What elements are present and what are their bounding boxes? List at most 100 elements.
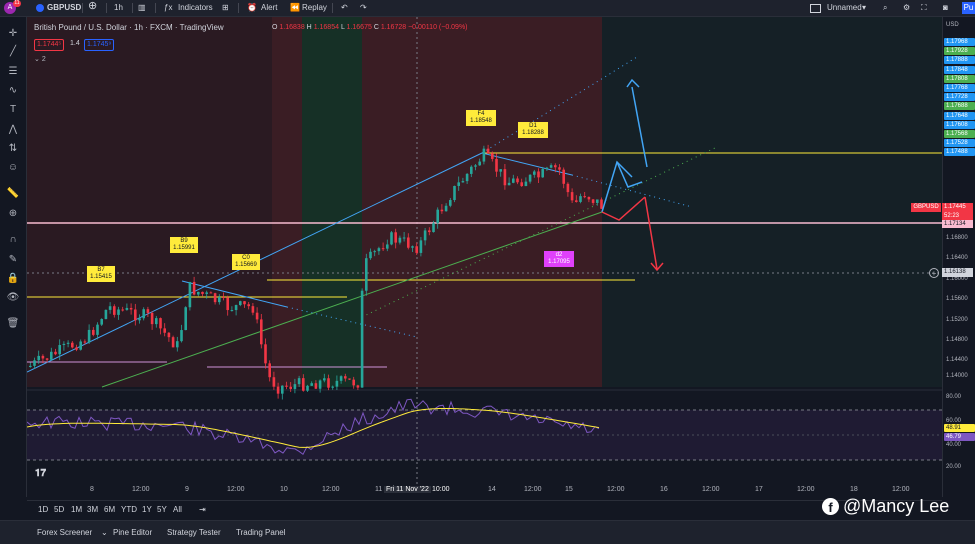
cloud-save-icon[interactable] — [810, 4, 821, 13]
time-axis[interactable]: 8 12:00 9 12:00 10 12:00 11 Fri 11 Nov '… — [27, 484, 942, 497]
candle — [188, 281, 192, 308]
range-button-5d[interactable]: 5D — [54, 505, 65, 514]
projection-arrow-bearish[interactable] — [644, 196, 658, 270]
candle — [281, 385, 284, 394]
trend-line-f4-d1[interactable] — [481, 152, 573, 176]
candle — [495, 158, 498, 172]
buy-button[interactable]: 1.1745⁹ — [84, 39, 115, 51]
range-button-5y[interactable]: 5Y — [157, 505, 167, 514]
goto-date-icon[interactable]: ⇥ — [199, 505, 206, 514]
candle — [323, 378, 326, 381]
pattern-icon[interactable]: ⋀ — [8, 124, 18, 135]
candle — [92, 329, 95, 335]
prediction-icon[interactable]: ⇅ — [8, 143, 18, 154]
tab-trading-panel[interactable]: Trading Panel — [236, 528, 286, 537]
price-tag: 1.17488 — [944, 148, 975, 157]
undo-icon[interactable]: ↶ — [341, 3, 348, 12]
search-icon[interactable]: ⌕ — [883, 3, 888, 12]
candle — [444, 205, 448, 212]
candle — [121, 309, 124, 311]
label-c0[interactable]: C0 1.15669 — [232, 254, 260, 270]
candle — [276, 386, 280, 394]
tab-pine-editor[interactable]: Pine Editor — [113, 528, 153, 537]
fullscreen-icon[interactable]: ⛶ — [921, 3, 927, 12]
alert-button[interactable]: Alert — [261, 3, 278, 12]
tab-forex-screener[interactable]: Forex Screener — [37, 528, 93, 537]
emoji-icon[interactable]: ☺ — [7, 162, 19, 173]
candle — [432, 223, 435, 233]
redo-icon[interactable]: ↷ — [360, 3, 367, 12]
interval-button[interactable]: 1h — [114, 3, 123, 12]
sell-button[interactable]: 1.1744⁵ — [34, 39, 65, 51]
trash-icon[interactable]: 🗑 — [6, 318, 20, 329]
settings-gear-icon[interactable]: ⚙ — [903, 3, 911, 12]
candle — [155, 318, 158, 325]
label-b9[interactable]: B9 1.15991 — [170, 237, 198, 253]
trend-line-ext — [571, 174, 693, 208]
candle — [331, 386, 334, 388]
candle — [75, 347, 78, 350]
range-button-1m[interactable]: 1M — [71, 505, 83, 514]
compare-add-icon[interactable]: ⊕ — [88, 0, 98, 12]
candle — [268, 363, 271, 378]
projection-arrow-long[interactable] — [631, 86, 648, 168]
projection-arrow-down[interactable] — [601, 196, 646, 221]
indicators-button[interactable]: Indicators — [178, 3, 213, 12]
label-d2[interactable]: d2 1.17095 — [544, 251, 574, 267]
pencil-lock-icon[interactable]: ✎ — [8, 254, 18, 265]
label-f4[interactable]: F4 1.18548 — [466, 110, 496, 126]
candle — [234, 305, 238, 311]
symbol-search-button[interactable]: GBPUSD — [47, 3, 82, 12]
zoom-icon[interactable]: ⊕ — [8, 208, 18, 219]
trend-line-b9[interactable] — [181, 280, 288, 308]
candle — [507, 182, 511, 186]
text-icon[interactable]: T — [9, 104, 17, 115]
magnet-icon[interactable]: ∩ — [9, 234, 17, 245]
candle — [596, 199, 599, 203]
chart-type-icon[interactable]: ▥ — [138, 3, 146, 12]
label-b7[interactable]: B7 1.15415 — [87, 266, 115, 282]
crosshair-icon[interactable]: ✛ — [8, 28, 18, 39]
indicators-collapse[interactable]: ⌄ 2 — [34, 56, 46, 63]
brush-icon[interactable]: ∿ — [8, 85, 18, 96]
trendline-icon[interactable]: ╱ — [9, 46, 17, 57]
layout-name[interactable]: Unnamed — [827, 3, 862, 12]
rsi-line — [27, 398, 600, 456]
range-button-1y[interactable]: 1Y — [142, 505, 152, 514]
candle — [150, 312, 154, 325]
candle — [570, 192, 574, 201]
range-button-ytd[interactable]: YTD — [121, 505, 137, 514]
ohlc-values: O 1.16838 H 1.16854 L 1.16675 C 1.16728 … — [272, 24, 468, 31]
label-d1[interactable]: D1 1.18288 — [518, 122, 548, 138]
candle — [516, 178, 519, 183]
eye-icon[interactable]: 👁 — [6, 292, 20, 303]
arrow-head — [626, 78, 640, 88]
candle — [302, 378, 305, 391]
price-scale[interactable]: USD 1.17968 1.17928 1.17888 1.17848 1.17808 1… — [942, 17, 975, 497]
tab-strategy-tester[interactable]: Strategy Tester — [167, 528, 221, 537]
price-chart[interactable] — [27, 17, 942, 497]
time-label: 16 — [660, 486, 668, 493]
chevron-down-icon[interactable]: ⌄ — [101, 528, 108, 537]
templates-icon[interactable]: ⊞ — [222, 3, 229, 12]
rsi-scale-label: 60.00 — [946, 418, 962, 424]
add-alert-plus-icon[interactable]: + — [929, 268, 939, 278]
fib-retracement-icon[interactable]: ☰ — [8, 66, 18, 77]
currency-label[interactable]: USD — [946, 22, 959, 28]
ruler-icon[interactable]: 📏 — [6, 188, 20, 199]
layout-chevron-down-icon[interactable]: ▾ — [862, 3, 867, 12]
candle — [104, 309, 108, 320]
candle — [537, 171, 540, 178]
range-button-all[interactable]: All — [173, 505, 182, 514]
publish-button[interactable]: Pu — [962, 2, 975, 14]
replay-button[interactable]: Replay — [302, 3, 327, 12]
range-button-3m[interactable]: 3M — [87, 505, 99, 514]
projection-arrow-bullish[interactable] — [616, 161, 643, 188]
channel-lower[interactable] — [101, 211, 603, 388]
camera-icon[interactable]: ◙ — [943, 3, 948, 12]
range-button-1d[interactable]: 1D — [38, 505, 49, 514]
lock-icon[interactable]: 🔒 — [6, 273, 20, 284]
range-button-6m[interactable]: 6M — [104, 505, 116, 514]
time-label: 10 — [280, 486, 288, 493]
candle — [457, 182, 460, 186]
